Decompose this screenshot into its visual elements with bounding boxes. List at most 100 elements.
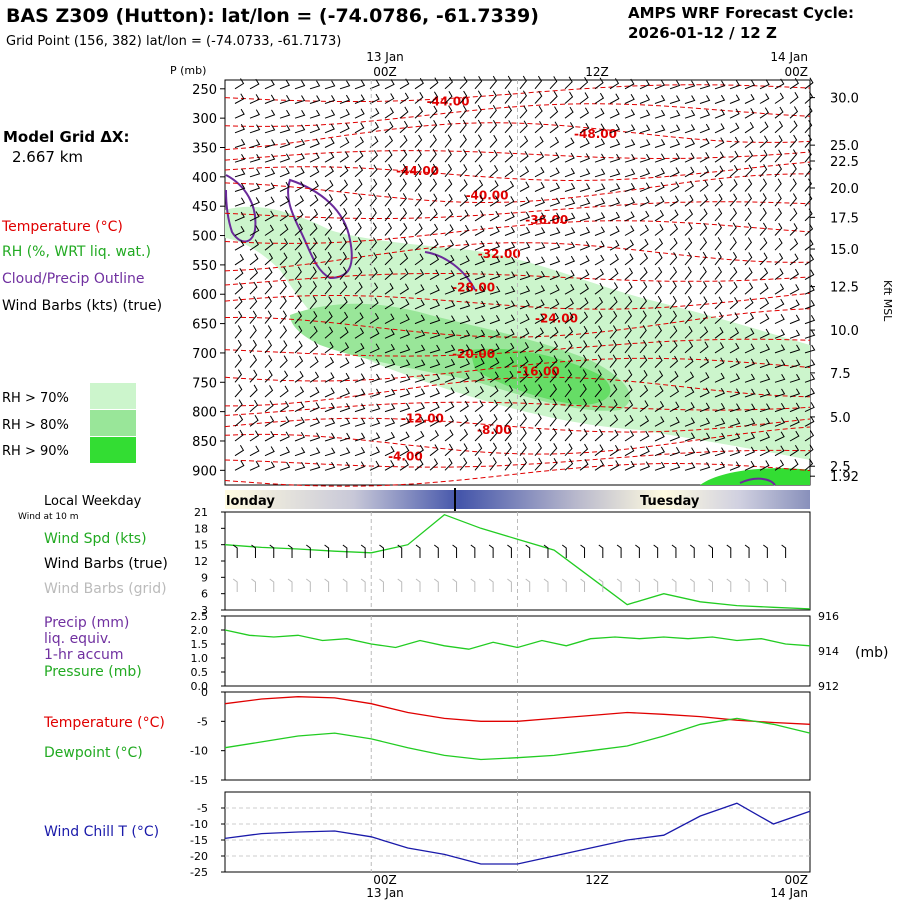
- windchill-line: [224, 802, 811, 865]
- wind-barb: [684, 166, 695, 178]
- wind-barb: [774, 106, 784, 119]
- wind-barb: [324, 432, 336, 442]
- wind-barb: [699, 251, 707, 266]
- surface-barb-true: [433, 544, 439, 558]
- wind-barb: [669, 370, 679, 383]
- wind-barb: [399, 78, 410, 90]
- wind-barb: [624, 197, 636, 207]
- wind-barb: [309, 462, 321, 471]
- wind-barb: [279, 109, 291, 119]
- wind-barb: [324, 356, 335, 369]
- wind-barb: [639, 310, 647, 324]
- wind-barb: [324, 266, 332, 280]
- wind-speed-tick-label: 3: [201, 604, 208, 617]
- surface-barb-true: [616, 544, 622, 558]
- surface-barb-true: [324, 544, 330, 558]
- wind-barb: [429, 178, 438, 192]
- wind-barb: [669, 181, 680, 192]
- wind-barb: [429, 105, 438, 119]
- wind-barb: [549, 457, 558, 471]
- wind-barb: [639, 369, 648, 383]
- wind-barb: [594, 429, 604, 442]
- wind-barb: [774, 92, 784, 104]
- wind-barb: [414, 178, 422, 192]
- wind-barb: [459, 386, 470, 398]
- wind-barb: [804, 430, 815, 442]
- wind-barb: [654, 210, 664, 222]
- wind-barb: [504, 211, 515, 222]
- wind-barb: [504, 196, 515, 207]
- wind-barb: [789, 78, 799, 90]
- wind-barb: [264, 196, 275, 207]
- wind-barb: [414, 268, 425, 281]
- surface-barb-grid: [287, 578, 293, 592]
- surface-barb-true: [543, 544, 549, 558]
- wind-barb: [429, 430, 439, 442]
- wind-barb: [444, 401, 455, 413]
- wind-barb: [774, 314, 785, 325]
- wind-barb: [714, 266, 723, 280]
- wind-barb: [444, 315, 456, 325]
- wind-barb: [459, 358, 471, 369]
- wind-barb: [729, 327, 740, 339]
- wind-barb: [714, 281, 723, 295]
- wind-barb: [699, 387, 710, 398]
- wind-barb: [474, 149, 483, 163]
- wind-barb: [639, 461, 651, 471]
- wind-barb: [534, 166, 545, 178]
- wind-barb: [459, 194, 469, 207]
- legend-rh70-label: RH > 70%: [2, 391, 69, 406]
- surface-barb-grid: [232, 578, 238, 592]
- wind-barb: [369, 358, 381, 369]
- windchill-tick-label: -15: [190, 834, 208, 847]
- surface-barb-grid: [671, 578, 677, 592]
- surface-barb-true: [251, 544, 256, 558]
- wind-barb: [534, 90, 543, 104]
- wind-barb: [504, 356, 514, 369]
- wind-barb: [594, 123, 605, 134]
- wind-barb: [504, 120, 513, 134]
- wind-barb: [744, 237, 753, 251]
- wind-barb: [399, 135, 408, 148]
- wind-barb: [519, 370, 529, 383]
- wind-barb: [309, 124, 321, 134]
- wind-barb: [414, 106, 424, 119]
- wind-barb: [489, 300, 501, 310]
- wind-barb: [789, 416, 800, 427]
- wind-barb: [234, 93, 245, 104]
- wind-barb: [294, 371, 304, 383]
- wind-barb: [504, 180, 515, 192]
- wind-barb: [234, 445, 245, 457]
- wind-barb: [609, 123, 621, 134]
- wind-barb: [654, 416, 665, 427]
- surface-barb-grid: [306, 578, 311, 592]
- wind-barb: [579, 443, 589, 457]
- wind-barb: [534, 136, 544, 148]
- wind-barb: [534, 413, 542, 427]
- isotherm-line: [224, 292, 811, 310]
- wind-barb: [759, 403, 771, 413]
- bottom-date-14jan: 14 Jan: [770, 886, 808, 900]
- wind-barb: [729, 237, 737, 251]
- wind-barb: [534, 151, 545, 163]
- wind-barb: [399, 163, 407, 178]
- wind-barb: [534, 227, 546, 236]
- precip-tick-label: 2.5: [191, 610, 209, 623]
- wind-barb: [609, 444, 620, 457]
- wind-barb: [369, 79, 380, 90]
- wind-barb: [324, 95, 336, 104]
- wind-barb: [519, 227, 531, 236]
- wind-barb: [609, 369, 618, 383]
- wind-barb: [804, 208, 813, 222]
- wind-barb: [714, 418, 726, 427]
- wind-barb: [519, 427, 527, 442]
- wind-barb: [474, 457, 483, 471]
- wind-barb: [384, 164, 393, 178]
- wind-barb: [549, 312, 559, 325]
- wind-barb: [804, 223, 814, 236]
- wind-barb: [489, 457, 497, 471]
- wind-barb: [234, 183, 246, 192]
- wind-barb: [774, 431, 785, 442]
- wind-barb: [504, 256, 516, 266]
- pressure-tick-label: 850: [192, 435, 217, 450]
